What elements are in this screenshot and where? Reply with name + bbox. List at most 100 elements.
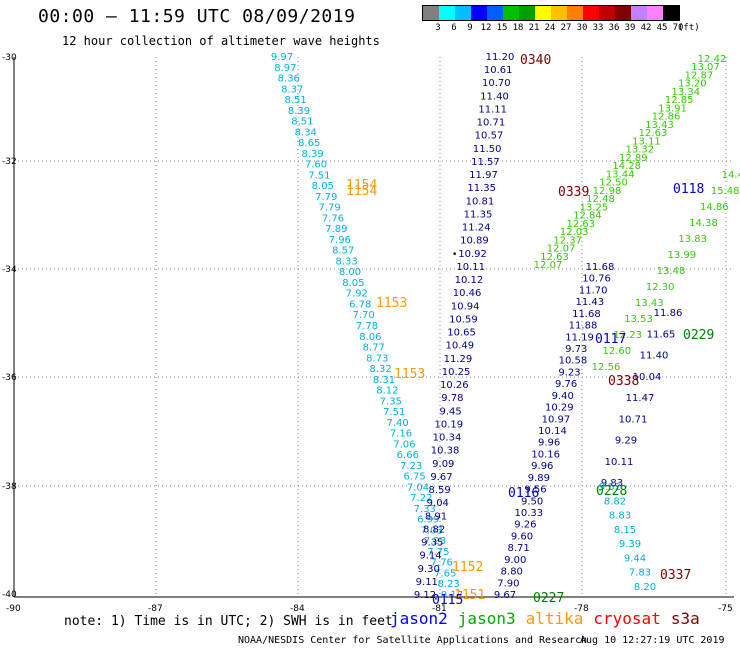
wave-height-value: 13.91 <box>658 103 687 114</box>
satellite-name-altika: altika <box>525 609 584 628</box>
wave-height-value: 11.57 <box>471 157 500 168</box>
page-title: 00:00 – 11:59 UTC 08/09/2019 <box>38 6 356 27</box>
wave-height-value: 7.76 <box>322 213 344 224</box>
wave-height-value: 9.60 <box>511 531 533 542</box>
legend-value-label: 18 <box>512 23 524 33</box>
wave-height-value: 11.88 <box>569 321 598 332</box>
legend-swatch <box>519 6 535 20</box>
legend-value-labels: 3 6 9 12 15 18 21 24 27 30 33 36 39 42 45 70 (ft) <box>422 23 699 35</box>
wave-height-value: 10.94 <box>451 301 480 312</box>
wave-height-value: 11.29 <box>444 354 473 365</box>
longitude-label: -90 <box>6 604 21 614</box>
wave-height-value: 9.89 <box>528 473 550 484</box>
wave-height-value: 9.04 <box>427 498 449 509</box>
wave-height-value: 10.29 <box>545 403 574 414</box>
wave-height-value: 12.42 <box>698 54 727 65</box>
wave-height-value: 11.65 <box>647 329 676 340</box>
wave-height-value: 8.39 <box>301 149 323 160</box>
wave-height-value: 10.65 <box>447 328 476 339</box>
wave-height-value: 9.67 <box>430 472 452 483</box>
wave-height-value: 12.60 <box>602 346 631 357</box>
wave-height-value: 9.96 <box>531 461 553 472</box>
wave-height-value: 12.56 <box>592 362 621 373</box>
wave-height-value: 12.07 <box>547 244 576 255</box>
wave-height-value: 8.57 <box>332 246 354 257</box>
wave-height-value: 12.89 <box>619 153 648 164</box>
wave-height-value: 12.07 <box>534 260 563 271</box>
wave-height-value: 9.67 <box>494 590 516 601</box>
legend-swatch <box>567 6 583 20</box>
wave-height-value: 10.71 <box>619 414 648 425</box>
wave-height-value: 7.96 <box>329 235 351 246</box>
pass-time-label: 1151 <box>454 588 485 603</box>
legend-value-label: 12 <box>480 23 492 33</box>
wave-height-value: 12.03 <box>560 227 589 238</box>
wave-height-value: 9.29 <box>615 436 637 447</box>
wave-height-value: 7.06 <box>393 439 415 450</box>
pass-time-label: 0228 <box>596 484 627 499</box>
wave-height-value: 10.33 <box>514 508 543 519</box>
legend-value-label: 6 <box>451 23 457 33</box>
wave-height-value: 9.00 <box>504 555 526 566</box>
legend-value-label: 33 <box>592 23 604 33</box>
wave-height-value: 11.19 <box>565 332 594 343</box>
wave-height-value: 7.51 <box>383 407 405 418</box>
wave-height-value: 14.38 <box>689 218 718 229</box>
latitude-label: -40 <box>2 590 17 600</box>
wave-height-value: 9.40 <box>552 391 574 402</box>
wave-height-value: 10.16 <box>531 449 560 460</box>
latitude-label: -38 <box>2 482 17 492</box>
wave-height-value: 10.61 <box>484 65 513 76</box>
legend-value-label: 45 <box>656 23 668 33</box>
wave-height-value: 10.04 <box>633 372 662 383</box>
wave-height-value: 7.92 <box>346 289 368 300</box>
wave-height-value: 7.33 <box>414 504 436 515</box>
wave-height-value: 7.22 <box>410 493 432 504</box>
color-legend: 3 6 9 12 15 18 21 24 27 30 33 36 39 42 45 70 (ft) <box>422 5 700 35</box>
wave-height-value: 9.44 <box>624 553 646 564</box>
wave-height-value: 7.65 <box>434 569 456 580</box>
wave-height-value: 12.86 <box>652 112 681 123</box>
wave-height-value: 11.47 <box>626 393 655 404</box>
wave-height-value: 7.76 <box>431 558 453 569</box>
wave-height-value: 8.00 <box>339 267 361 278</box>
pass-time-label: 0227 <box>533 591 564 606</box>
satellite-name-cryosat: cryosat <box>593 609 661 628</box>
wave-height-value: 8.97 <box>274 63 296 74</box>
wave-height-value: 8.20 <box>634 582 656 593</box>
wave-height-value: 13.83 <box>678 234 707 245</box>
wave-height-value: 10.97 <box>542 414 571 425</box>
wave-height-value: 11.24 <box>462 223 491 234</box>
legend-value-label: 30 <box>576 23 588 33</box>
wave-height-value: 11.43 <box>575 297 604 308</box>
credit-text: NOAA/NESDIS Center for Satellite Applica… <box>238 635 588 646</box>
wave-height-value: 12.87 <box>685 71 714 82</box>
wave-height-value: 11.40 <box>480 91 509 102</box>
legend-swatch <box>535 6 551 20</box>
legend-swatch <box>439 6 455 20</box>
wave-height-value: 12.48 <box>586 194 615 205</box>
wave-height-value: 6.66 <box>397 450 419 461</box>
wave-height-value: 14.47 <box>722 170 740 181</box>
wave-height-value: 9.76 <box>555 379 577 390</box>
wave-height-value: 11.11 <box>478 105 507 116</box>
wave-height-value: 13.99 <box>667 250 696 261</box>
satellite-name-jason2: jason2 <box>390 609 448 628</box>
legend-swatch <box>599 6 615 20</box>
wave-height-value: 9.12 <box>414 590 436 601</box>
wave-height-value: 7.40 <box>386 418 408 429</box>
wave-height-value: 8.15 <box>614 525 636 536</box>
wave-height-value: 14.86 <box>700 202 729 213</box>
wave-height-value: 8.73 <box>366 353 388 364</box>
wave-height-value: 10.49 <box>445 341 474 352</box>
wave-height-value: 9.17 <box>441 590 463 601</box>
wave-height-value: 9.96 <box>538 438 560 449</box>
wave-height-value: 8.80 <box>501 567 523 578</box>
wave-height-value: 8.59 <box>428 485 450 496</box>
wave-height-value: 8.71 <box>507 543 529 554</box>
wave-height-value: 10.11 <box>605 457 634 468</box>
satellite-tracks: 9.978.978.368.378.518.398.518.348.658.39… <box>271 52 740 601</box>
wave-height-value: 7.70 <box>352 310 374 321</box>
wave-height-value: 10.81 <box>466 196 495 207</box>
